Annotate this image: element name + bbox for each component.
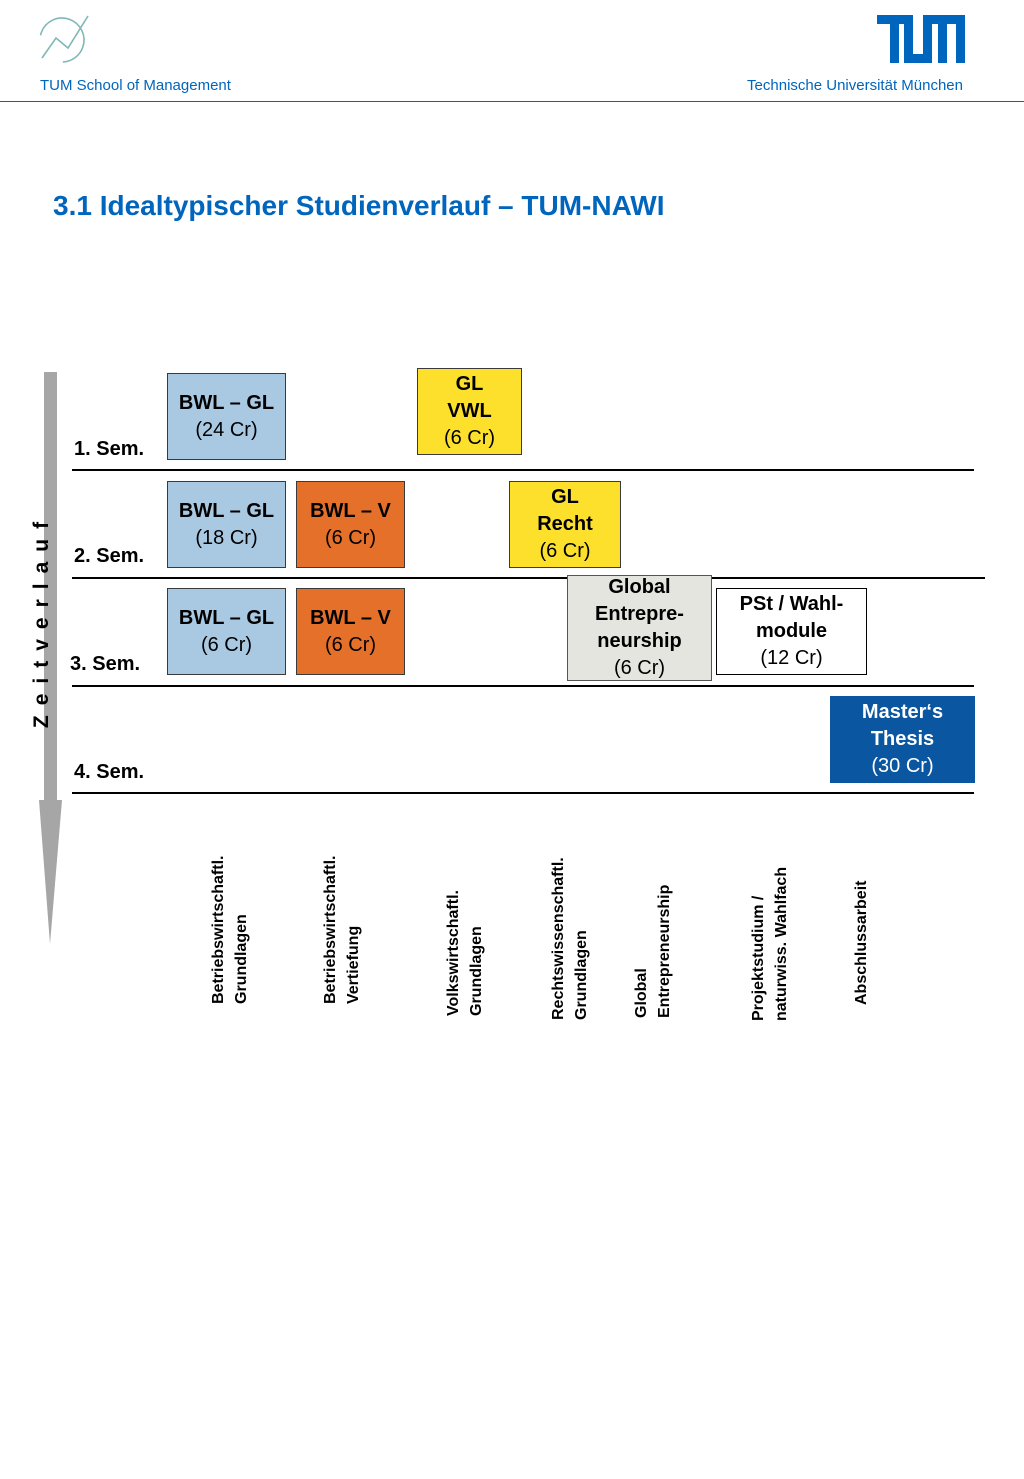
timeline-arrow-icon [39,372,62,944]
module-name-line3: neurship [597,630,682,652]
semester-1-label: 1. Sem. [74,438,145,460]
module-name-line1: Master‘s [861,701,944,723]
semester-2-label: 2. Sem. [74,545,145,567]
semester-4-divider [72,792,974,794]
module-name-line2: Recht [537,513,593,535]
tum-school-of-management-logo-icon [39,15,89,63]
module-credits: (12 Cr) [760,647,823,669]
module-bwl-gl-sem3: BWL – GL (6 Cr) [167,588,286,675]
module-credits: (30 Cr) [871,755,934,777]
module-credits: (24 Cr) [195,418,258,441]
module-name-line1: GL [455,373,484,395]
module-bwl-gl-sem2: BWL – GL (18 Cr) [167,481,286,568]
semester-1-divider [72,469,974,471]
tum-logo-icon [877,15,965,63]
module-credits: (6 Cr) [539,540,591,562]
module-name-line1: GL [551,486,579,508]
legend-projektstudium: Projektstudium / naturwiss. Wahlfach [750,866,790,1021]
module-name-line2: module [755,620,828,642]
module-name: BWL – GL [178,391,275,414]
module-name: BWL – GL [178,606,275,629]
legend-vwl-grundlagen: Volkswirtschaftl. Grundlagen [445,890,485,1016]
semester-3-divider [72,685,974,687]
module-gl-recht-sem2: GL Recht (6 Cr) [509,481,621,568]
module-global-entrepreneurship-sem3: Global Entrepre- neurship (6 Cr) [567,575,712,681]
header-school-name: TUM School of Management [40,77,231,94]
header-divider [0,101,1024,102]
module-name-line2: Entrepre- [595,603,684,625]
page-title: 3.1 Idealtypischer Studienverlauf – TUM-… [53,190,665,221]
module-bwl-v-sem3: BWL – V (6 Cr) [296,588,405,675]
module-credits: (18 Cr) [195,526,258,549]
legend-abschlussarbeit: Abschlussarbeit [853,880,870,1005]
module-pst-wahlmodule-sem3: PSt / Wahl- module (12 Cr) [716,588,867,675]
legend-global-entrepreneurship: Global Entrepreneurship [633,884,673,1018]
legend-recht-grundlagen: Rechtswissenschaftl. Grundlagen [550,857,590,1020]
module-name: BWL – V [310,499,391,522]
module-credits: (6 Cr) [200,633,253,656]
timeline-label: Zeitverlauf [30,511,53,729]
module-credits: (6 Cr) [324,526,377,549]
module-name: BWL – V [310,606,391,629]
semester-4-label: 4. Sem. [74,761,145,783]
module-gl-vwl-sem1: GL VWL (6 Cr) [417,368,522,455]
module-credits: (6 Cr) [443,427,496,449]
module-name-line2: VWL [447,400,492,422]
module-name-line1: PSt / Wahl- [739,593,844,615]
module-bwl-v-sem2: BWL – V (6 Cr) [296,481,405,568]
module-credits: (6 Cr) [613,657,666,679]
semester-2-divider [72,577,985,579]
module-name: BWL – GL [178,499,275,522]
legend-bwl-grundlagen: Betriebswirtschaftl. Grundlagen [210,855,250,1004]
module-name-line2: Thesis [870,728,935,750]
module-masters-thesis-sem4: Master‘s Thesis (30 Cr) [830,696,975,783]
module-credits: (6 Cr) [324,633,377,656]
header-university-name: Technische Universität München [747,77,963,94]
legend-bwl-vertiefung: Betriebswirtschaftl. Vertiefung [322,855,362,1004]
module-name-line1: Global [608,576,671,598]
semester-3-label: 3. Sem. [70,653,141,675]
module-bwl-gl-sem1: BWL – GL (24 Cr) [167,373,286,460]
